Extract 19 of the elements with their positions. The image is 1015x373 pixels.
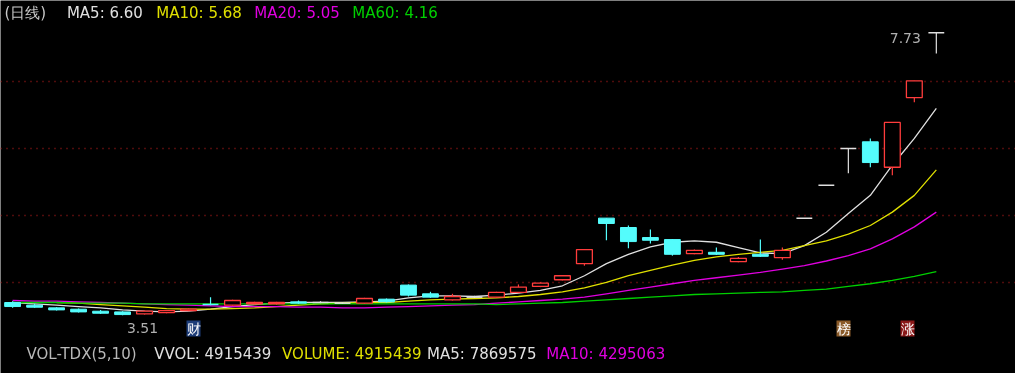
text: MA5: 6.60 (66, 3, 143, 22)
annotation: 榜 (836, 320, 851, 337)
text: MA10: 5.68 (156, 3, 242, 22)
text: MA60: 4.16 (352, 3, 438, 22)
candlestick (905, 80, 923, 103)
annotation: VOL-TDX(5,10) (26, 344, 137, 363)
annotation: 3.51 (126, 320, 159, 337)
chart-title: (日线) (4, 3, 47, 22)
annotation: MA5: 7869575 (427, 344, 537, 363)
candlestick (598, 217, 615, 241)
annotation: MA10: 4295063 (546, 344, 666, 363)
annotation: 7.73 (889, 29, 921, 46)
annotation: 涨 (900, 320, 915, 337)
candlestick (861, 137, 879, 168)
candlestick (620, 224, 637, 249)
annotation: VVOL: 4915439 (154, 344, 272, 363)
annotation: 财 (186, 320, 201, 337)
annotation: VOLUME: 4915439 (282, 344, 422, 363)
text: MA20: 5.05 (254, 3, 340, 22)
